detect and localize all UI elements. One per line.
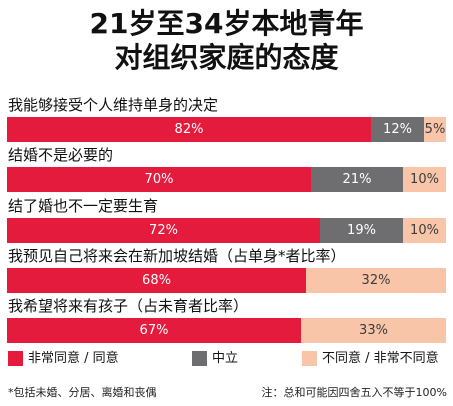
data-label-value: 32: [361, 273, 379, 288]
bar-segment-agree: 67%: [7, 318, 301, 343]
data-label-unit: %: [426, 172, 439, 187]
data-label-unit: %: [156, 323, 169, 338]
data-label-unit: %: [378, 273, 391, 288]
bar-segment-neutral: 19%: [320, 218, 403, 243]
legend-label-disagree: 不同意 / 非常不同意: [322, 351, 439, 366]
chart-title-line-1: 21岁至34岁本地青年: [89, 7, 364, 40]
data-label-unit: %: [426, 223, 439, 238]
data-label-value: 68: [142, 273, 159, 288]
data-label-unit: %: [158, 273, 171, 288]
category-label: 结婚不是必要的: [8, 146, 114, 164]
data-label-value: 70: [144, 172, 162, 187]
category-label: 结了婚也不一定要生育: [8, 197, 159, 215]
bar-segment-disagree: 10%: [403, 167, 446, 192]
data-label-unit: %: [363, 223, 376, 238]
bar-segment-disagree: 5%: [424, 117, 446, 142]
data-label-value: 33: [359, 323, 376, 338]
category-label: 我预见自己将来会在新加坡结婚（占单身*者比率）: [8, 247, 346, 265]
bar-segment-neutral: 21%: [311, 167, 403, 192]
bar-segment-disagree: 32%: [306, 268, 446, 293]
data-label: 10%: [403, 167, 446, 192]
data-label-unit: %: [165, 223, 178, 238]
data-label: 68%: [7, 268, 306, 293]
data-label-unit: %: [399, 122, 412, 137]
chart-title-line-2: 对组织家庭的态度: [114, 41, 339, 74]
bar-segment-agree: 70%: [7, 167, 311, 192]
category-label: 我希望将来有孩子（占未育者比率）: [8, 297, 249, 315]
data-label-value: 21: [342, 172, 360, 187]
bar-segment-agree: 68%: [7, 268, 306, 293]
stacked-bar: 82% 12% 5%: [7, 117, 446, 142]
data-label-value: 12: [383, 122, 400, 137]
bar-segment-agree: 82%: [7, 117, 371, 142]
data-label: 72%: [7, 218, 320, 243]
data-label-value: 10: [410, 223, 427, 238]
data-label: 33%: [301, 318, 446, 343]
stacked-bar: 68% 32%: [7, 268, 446, 293]
category-label: 我能够接受个人维持单身的决定: [8, 96, 219, 114]
data-label: 32%: [306, 268, 446, 293]
bar-segment-disagree: 33%: [301, 318, 446, 343]
stacked-bar: 70% 21% 10%: [7, 167, 446, 192]
stacked-bar: 67% 33%: [7, 318, 446, 343]
data-label-value: 10: [410, 172, 427, 187]
data-label: 21%: [311, 167, 403, 192]
data-label-unit: %: [359, 172, 372, 187]
legend-swatch-agree: [8, 351, 23, 366]
footnote-definition: *包括未婚、分居、离婚和丧偶: [8, 386, 157, 399]
data-label-value: 5: [424, 122, 433, 137]
data-label-unit: %: [432, 122, 446, 137]
data-label: 19%: [320, 218, 403, 243]
data-label: 10%: [403, 218, 446, 243]
footnote-rounding-note: 注：总和可能因四舍五入不等于100%: [261, 386, 447, 399]
data-label: 70%: [7, 167, 311, 192]
stacked-bar: 72% 19% 10%: [7, 218, 446, 243]
bar-segment-disagree: 10%: [403, 218, 446, 243]
data-label-unit: %: [161, 172, 174, 187]
data-label: 5%: [424, 117, 446, 142]
data-label-unit: %: [191, 122, 204, 137]
data-label: 12%: [371, 117, 424, 142]
legend-label-neutral: 中立: [212, 351, 239, 366]
legend-swatch-disagree: [302, 351, 317, 366]
data-label-value: 72: [149, 223, 166, 238]
data-label-value: 67: [139, 323, 157, 338]
data-label: 67%: [7, 318, 301, 343]
data-label-unit: %: [375, 323, 388, 338]
data-label: 82%: [7, 117, 371, 142]
data-label-value: 82: [174, 122, 192, 137]
bar-segment-agree: 72%: [7, 218, 320, 243]
legend-swatch-neutral: [192, 351, 207, 366]
data-label-value: 19: [347, 223, 364, 238]
legend-label-agree: 非常同意 / 同意: [28, 351, 119, 366]
bar-segment-neutral: 12%: [371, 117, 424, 142]
